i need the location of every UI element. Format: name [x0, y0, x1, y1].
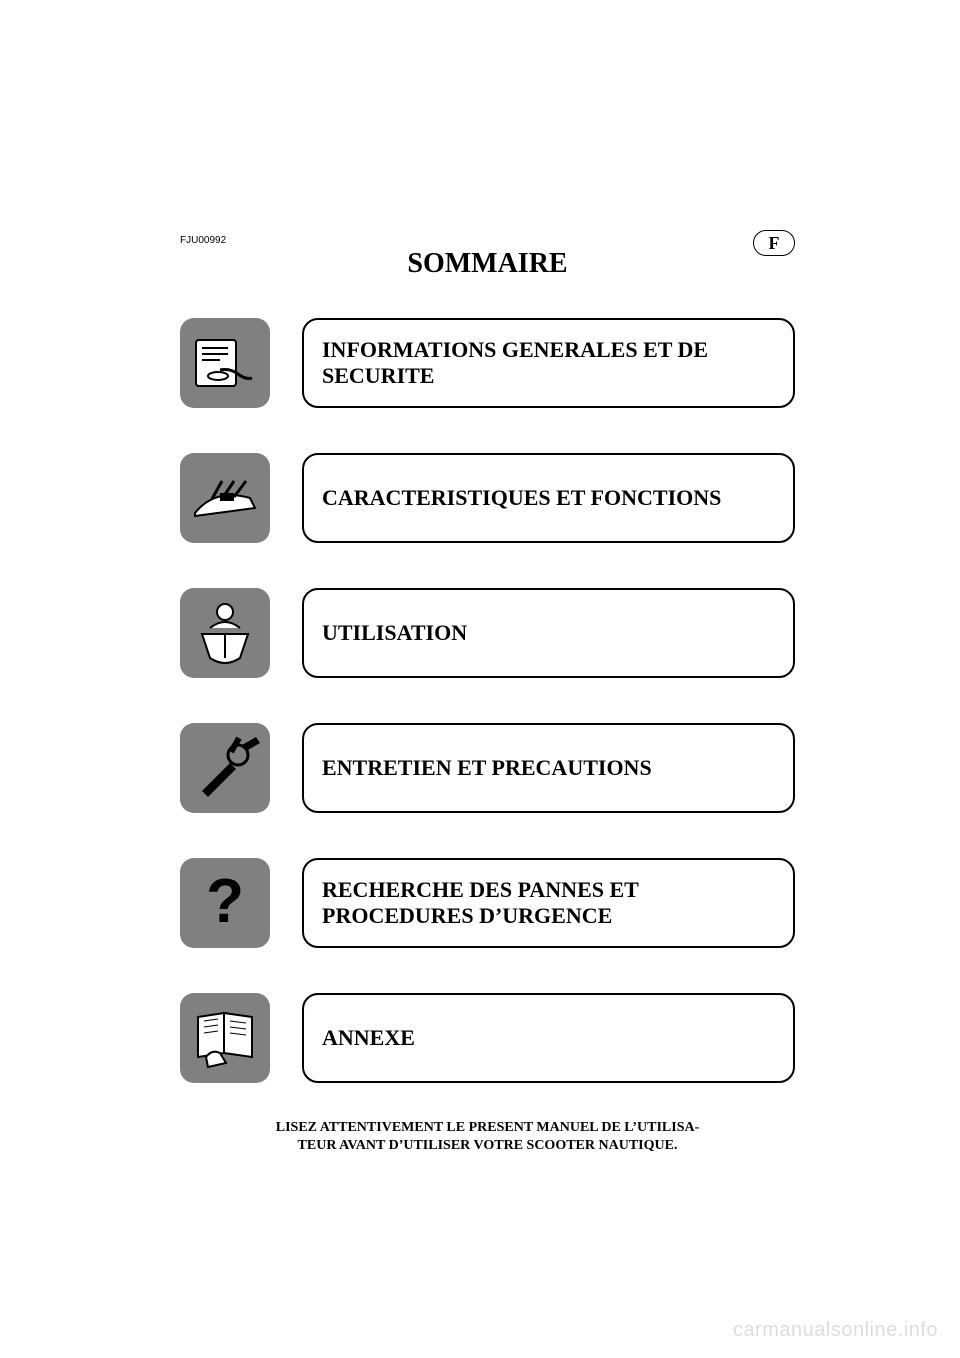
- section-card: INFORMATIONS GENERALES ET DE SECURITE: [302, 318, 795, 408]
- section-card: ANNEXE: [302, 993, 795, 1083]
- watermark-text: carmanualsonline.info: [733, 1319, 938, 1342]
- language-badge: F: [753, 230, 795, 256]
- footer-line: LISEZ ATTENTIVEMENT LE PRESENT MANUEL DE…: [276, 1120, 700, 1135]
- section-label: RECHERCHE DES PANNES ET PROCEDURES D’URG…: [322, 877, 775, 930]
- section-card: ENTRETIEN ET PRECAUTIONS: [302, 723, 795, 813]
- document-code: FJU00992: [180, 235, 226, 246]
- footer-warning: LISEZ ATTENTIVEMENT LE PRESENT MANUEL DE…: [180, 1119, 795, 1155]
- wrench-screwdriver-icon: [180, 723, 270, 813]
- section-label: INFORMATIONS GENERALES ET DE SECURITE: [322, 337, 775, 390]
- section-label: CARACTERISTIQUES ET FONCTIONS: [322, 485, 721, 511]
- open-book-hand-icon: [180, 993, 270, 1083]
- rider-front-icon: [180, 588, 270, 678]
- manual-page: FJU00992 F SOMMAIRE INFORMATIONS GENERAL…: [0, 0, 960, 1358]
- sections-list: INFORMATIONS GENERALES ET DE SECURITE CA…: [180, 318, 795, 1083]
- section-row: INFORMATIONS GENERALES ET DE SECURITE: [180, 318, 795, 408]
- section-row: CARACTERISTIQUES ET FONCTIONS: [180, 453, 795, 543]
- manual-page-icon: [180, 318, 270, 408]
- question-mark-icon: ?: [180, 858, 270, 948]
- section-label: ENTRETIEN ET PRECAUTIONS: [322, 755, 652, 781]
- section-card: RECHERCHE DES PANNES ET PROCEDURES D’URG…: [302, 858, 795, 948]
- section-row: ENTRETIEN ET PRECAUTIONS: [180, 723, 795, 813]
- section-row: UTILISATION: [180, 588, 795, 678]
- section-card: UTILISATION: [302, 588, 795, 678]
- section-label: UTILISATION: [322, 620, 467, 646]
- svg-text:?: ?: [206, 868, 244, 936]
- page-title: SOMMAIRE: [180, 248, 795, 280]
- section-row: ? RECHERCHE DES PANNES ET PROCEDURES D’U…: [180, 858, 795, 948]
- section-card: CARACTERISTIQUES ET FONCTIONS: [302, 453, 795, 543]
- footer-line: TEUR AVANT D’UTILISER VOTRE SCOOTER NAUT…: [298, 1138, 678, 1153]
- section-label: ANNEXE: [322, 1025, 415, 1051]
- jetski-side-icon: [180, 453, 270, 543]
- section-row: ANNEXE: [180, 993, 795, 1083]
